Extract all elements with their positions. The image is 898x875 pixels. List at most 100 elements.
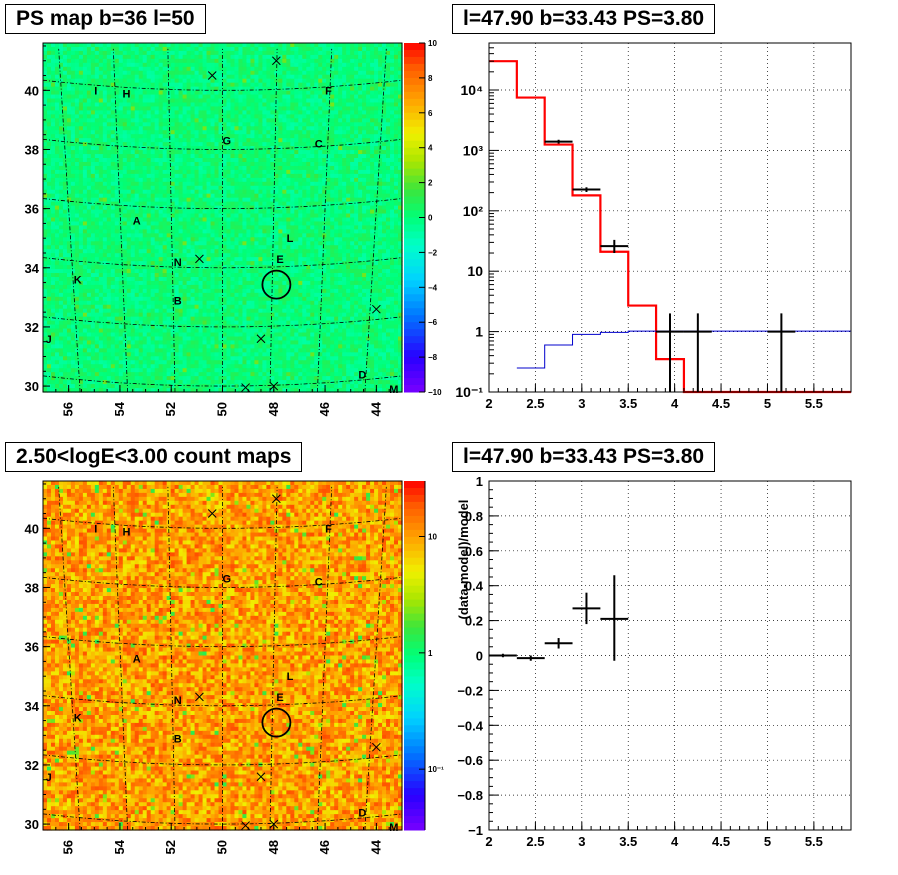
map-pixel — [70, 209, 76, 215]
map-pixel — [186, 90, 192, 96]
map-pixel — [214, 225, 220, 230]
map-pixel — [150, 177, 156, 183]
map-pixel — [90, 94, 96, 100]
map-pixel — [130, 94, 136, 100]
map-pixel — [138, 90, 144, 96]
map-pixel — [138, 114, 144, 119]
map-pixel — [166, 261, 172, 266]
map-pixel — [286, 102, 291, 108]
map-pixel — [166, 74, 172, 80]
map-pixel — [142, 126, 148, 131]
map-pixel — [258, 158, 263, 163]
map-pixel — [374, 249, 379, 254]
map-pixel — [222, 165, 228, 171]
map-pixel — [46, 257, 52, 262]
map-pixel — [254, 54, 259, 60]
map-pixel — [326, 161, 331, 167]
map-pixel — [318, 233, 323, 238]
map-pixel — [178, 257, 184, 262]
map-pixel — [134, 74, 140, 80]
map-pixel — [326, 249, 331, 254]
map-pixel — [234, 66, 240, 72]
map-pixel — [158, 138, 164, 143]
map-pixel — [274, 225, 279, 230]
map-pixel — [358, 122, 363, 127]
map-pixel — [286, 205, 291, 211]
map-pixel — [382, 225, 387, 230]
map-pixel — [98, 221, 104, 227]
map-pixel — [234, 86, 240, 92]
map-pixel — [114, 193, 120, 199]
map-pixel — [126, 245, 132, 250]
map-pixel — [334, 237, 339, 242]
map-pixel — [70, 154, 76, 159]
map-pixel — [66, 237, 72, 242]
map-pixel — [354, 185, 359, 191]
map-pixel — [274, 161, 279, 167]
map-pixel — [398, 241, 403, 246]
map-pixel — [78, 126, 84, 131]
map-pixel — [138, 43, 144, 48]
map-pixel — [342, 118, 347, 123]
map-pixel — [246, 233, 252, 238]
map-pixel — [354, 225, 359, 230]
map-pixel — [394, 90, 399, 96]
map-pixel — [266, 181, 271, 187]
map-pixel — [262, 78, 267, 84]
map-pixel — [314, 126, 319, 131]
map-pixel — [246, 217, 252, 223]
map-pixel — [370, 177, 375, 183]
map-pixel — [358, 158, 363, 163]
map-pixel — [146, 217, 152, 223]
map-pixel — [186, 146, 192, 151]
map-pixel — [230, 146, 236, 151]
map-pixel — [310, 249, 315, 254]
map-pixel — [222, 181, 228, 187]
map-pixel — [302, 86, 307, 92]
map-pixel — [338, 181, 343, 187]
map-pixel — [386, 181, 391, 187]
map-pixel — [358, 237, 363, 242]
map-pixel — [298, 70, 303, 76]
map-pixel — [262, 165, 267, 171]
map-pixel — [130, 154, 136, 159]
map-pixel — [186, 50, 192, 56]
map-pixel — [270, 165, 275, 171]
map-pixel — [138, 50, 144, 56]
map-pixel — [282, 253, 287, 258]
map-pixel — [74, 185, 80, 191]
map-pixel — [214, 54, 220, 60]
map-pixel — [226, 161, 232, 167]
map-pixel — [262, 54, 267, 60]
map-pixel — [346, 154, 351, 159]
map-pixel — [358, 46, 363, 52]
map-pixel — [258, 229, 263, 234]
map-pixel — [230, 94, 236, 100]
map-pixel — [46, 94, 52, 100]
map-pixel — [126, 253, 132, 258]
map-pixel — [154, 134, 160, 139]
map-pixel — [62, 181, 68, 187]
map-pixel — [194, 70, 200, 76]
map-pixel — [43, 154, 48, 159]
map-pixel — [342, 98, 347, 104]
map-pixel — [146, 43, 152, 48]
map-pixel — [398, 217, 403, 223]
map-pixel — [234, 82, 240, 88]
map-pixel — [98, 209, 104, 215]
map-pixel — [234, 217, 240, 223]
map-pixel — [74, 98, 80, 104]
map-pixel — [382, 217, 387, 223]
map-pixel — [162, 62, 168, 68]
map-pixel — [90, 249, 96, 254]
map-pixel — [114, 197, 120, 203]
map-pixel — [374, 98, 379, 104]
map-pixel — [382, 209, 387, 215]
map-pixel — [126, 54, 132, 60]
map-pixel — [90, 261, 96, 266]
map-pixel — [66, 62, 72, 68]
map-pixel — [366, 106, 371, 112]
map-pixel — [230, 54, 236, 60]
map-pixel — [310, 193, 315, 199]
map-pixel — [390, 233, 395, 238]
